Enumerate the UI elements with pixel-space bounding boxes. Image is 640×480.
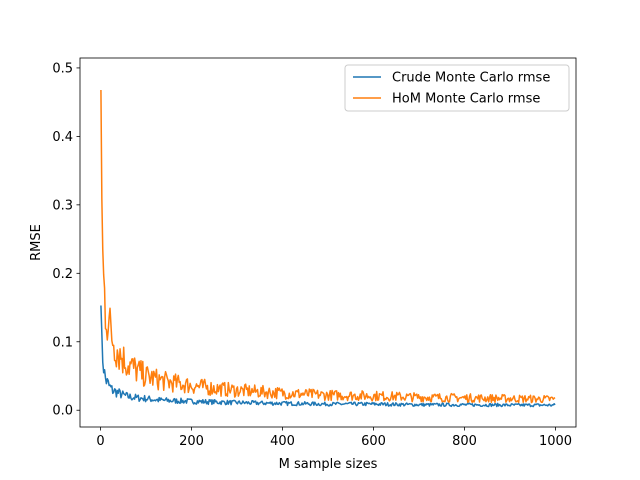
y-tick-label: 0.4 <box>52 130 73 145</box>
x-tick-label: 800 <box>452 434 477 449</box>
plot-area-frame <box>79 57 577 428</box>
y-axis-label: RMSE <box>29 224 44 261</box>
x-tick-label: 1000 <box>539 434 572 449</box>
y-tick-label: 0.5 <box>52 61 73 76</box>
y-tick-label: 0.0 <box>52 404 73 419</box>
x-tick-label: 200 <box>179 434 204 449</box>
x-tick-label: 400 <box>270 434 295 449</box>
x-axis-label: M sample sizes <box>279 457 378 472</box>
series-line-2 <box>100 90 556 404</box>
legend-label-1: Crude Monte Carlo rmse <box>392 71 550 86</box>
x-axis-ticks: 0 200 400 600 800 1000 <box>96 427 572 449</box>
legend: Crude Monte Carlo rmse HoM Monte Carlo rm… <box>344 64 570 112</box>
y-tick-label: 0.2 <box>52 267 73 282</box>
y-tick-label: 0.1 <box>52 335 73 350</box>
y-tick-label: 0.3 <box>52 198 73 213</box>
legend-box <box>344 64 570 112</box>
series-line-1 <box>100 305 556 408</box>
x-tick-label: 0 <box>96 434 104 449</box>
legend-label-2: HoM Monte Carlo rmse <box>392 92 540 107</box>
y-axis-ticks: 0.0 0.1 0.2 0.3 0.4 0.5 <box>52 61 80 419</box>
series-layer <box>100 90 556 408</box>
x-tick-label: 600 <box>361 434 386 449</box>
